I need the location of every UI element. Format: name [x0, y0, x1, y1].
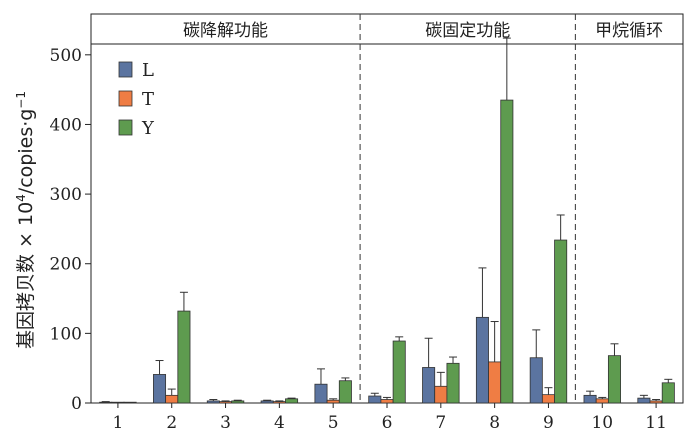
bar-T-7: [434, 385, 448, 404]
bar-Y-9: [554, 239, 568, 404]
x-tick-label: 11: [645, 413, 667, 433]
legend-label-Y: Y: [141, 118, 155, 139]
bar-L-7: [422, 367, 436, 404]
bar-Y-6: [392, 340, 406, 404]
x-tick-label: 5: [328, 413, 339, 433]
bar-L-11: [637, 397, 651, 404]
x-axis: 1 2 3 4 5 6 7 8 9 10 11: [112, 403, 667, 433]
bar-L-1: [99, 401, 113, 404]
bar-T-9: [541, 394, 555, 404]
x-tick-label: 4: [274, 413, 285, 433]
legend-swatch-L: [118, 61, 133, 78]
x-tick-label: 10: [591, 413, 613, 433]
bar-T-10: [595, 398, 609, 404]
bar-L-10: [583, 394, 597, 404]
y-tick-label: 500: [50, 46, 82, 66]
x-tick-label: 7: [435, 413, 446, 433]
bar-L-8: [475, 316, 489, 404]
y-tick-label: 0: [71, 394, 82, 414]
y-axis-label-exp: 4: [14, 194, 28, 202]
x-tick-label: 1: [112, 413, 123, 433]
legend-label-T: T: [142, 89, 154, 110]
y-axis-label: 基因拷贝数 × 104/copies·g−1: [14, 91, 37, 349]
y-tick-label: 100: [50, 324, 82, 344]
bar-Y-4: [285, 398, 299, 404]
x-tick-label: 2: [166, 413, 177, 433]
bar-T-4: [272, 401, 286, 404]
bar-T-2: [165, 394, 179, 404]
section-label: 碳降解功能: [183, 21, 268, 41]
bar-Y-7: [446, 362, 460, 404]
y-axis-label-unit-exp: −1: [14, 91, 28, 109]
bar-Y-10: [607, 355, 621, 404]
bar-L-9: [529, 357, 543, 404]
x-tick-label: 9: [543, 413, 554, 433]
bar-L-4: [260, 400, 274, 404]
legend-swatch-T: [118, 90, 133, 107]
bar-T-6: [380, 399, 394, 404]
bar-T-3: [219, 401, 233, 404]
header-band: [90, 13, 684, 45]
bar-group: [99, 37, 675, 404]
bar-Y-2: [177, 310, 191, 404]
bar-L-2: [153, 374, 167, 404]
section-label: 甲烷循环: [595, 21, 663, 41]
bar-T-11: [649, 400, 663, 404]
y-axis-label-main: 基因拷贝数 × 10: [15, 202, 37, 349]
bar-T-8: [488, 361, 502, 404]
legend: LTY: [118, 60, 155, 139]
x-tick-label: 8: [489, 413, 500, 433]
x-tick-label: 3: [220, 413, 231, 433]
legend-label-L: L: [142, 60, 154, 81]
section-label: 碳固定功能: [425, 21, 510, 41]
x-tick-label: 6: [382, 413, 393, 433]
legend-swatch-Y: [118, 119, 133, 136]
bar-Y-3: [231, 400, 245, 404]
bar-Y-5: [338, 380, 352, 404]
y-tick-label: 400: [50, 115, 82, 135]
bar-L-5: [314, 383, 328, 404]
bar-L-6: [368, 395, 382, 404]
y-axis: 0 100 200 300 400 500: [50, 46, 91, 414]
y-axis-label-unit: /copies·g: [15, 109, 37, 195]
bar-Y-11: [661, 382, 675, 404]
y-tick-label: 200: [50, 255, 82, 275]
section-group: 碳降解功能 碳固定功能 甲烷循环: [183, 14, 663, 403]
y-tick-label: 300: [50, 185, 82, 205]
bar-T-5: [326, 399, 340, 404]
bar-Y-8: [500, 99, 514, 404]
bar-T-1: [111, 401, 125, 404]
bar-Y-1: [123, 401, 137, 404]
bar-L-3: [206, 400, 220, 404]
